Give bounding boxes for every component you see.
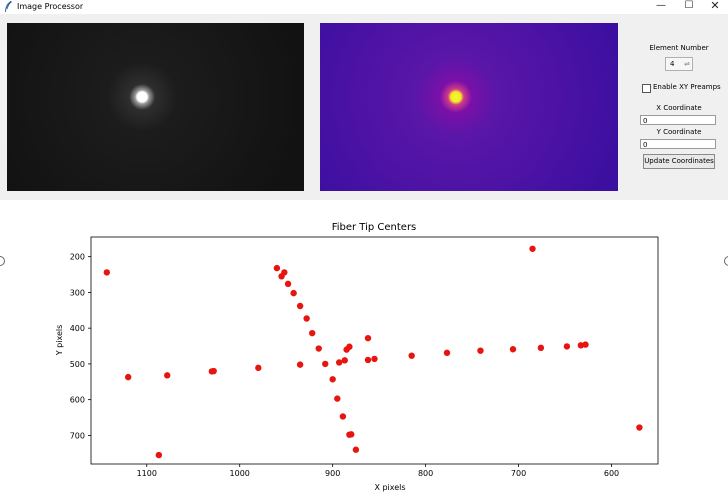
maximize-button[interactable]: ☐ [684, 0, 694, 11]
data-point [155, 451, 163, 459]
enable-xy-preamps-label: Enable XY Preamps [653, 83, 721, 91]
data-point [348, 431, 355, 438]
colormap-image [320, 23, 618, 191]
x-tick-label: 700 [511, 469, 526, 478]
data-point [124, 373, 132, 381]
data-point [529, 245, 536, 252]
scatter-plot: Fiber Tip Centers 1100 1000 900 800 700 600 2… [55, 222, 659, 492]
plot-frame [90, 236, 659, 465]
data-point [255, 364, 262, 372]
element-number-spinbox[interactable]: 4 ⇌ [665, 57, 693, 71]
spin-arrows-icon[interactable]: ⇌ [684, 60, 690, 68]
title-bar: Image Processor — ☐ ✕ [0, 0, 728, 14]
data-points [103, 245, 643, 459]
data-point [164, 372, 171, 379]
data-point [290, 289, 297, 297]
right-resize-handle[interactable] [724, 256, 728, 266]
x-tick-label: 800 [418, 469, 433, 478]
y-coordinate-input[interactable]: 0 [640, 139, 716, 149]
x-tick-label: 900 [325, 469, 340, 478]
data-point [352, 446, 360, 453]
data-point [346, 343, 353, 350]
control-panel: Element Number 4 ⇌ Enable XY Preamps X C… [0, 14, 728, 200]
y-tick-label: 200 [70, 253, 85, 262]
data-point [315, 345, 322, 352]
data-point [339, 413, 347, 420]
raw-camera-image [7, 23, 304, 191]
minimize-button[interactable]: — [656, 0, 666, 11]
window-title: Image Processor [17, 2, 84, 11]
data-point [364, 356, 372, 364]
x-tick-label: 1000 [230, 469, 250, 478]
y-tick-label: 500 [70, 360, 85, 369]
data-point [309, 329, 316, 337]
data-point [273, 264, 281, 272]
y-coordinate-label: Y Coordinate [656, 128, 702, 136]
data-point [509, 346, 517, 353]
enable-xy-preamps-checkbox[interactable] [642, 84, 651, 93]
data-point [296, 302, 304, 310]
x-axis-ticks: 1100 1000 900 800 700 600 [137, 464, 619, 478]
y-tick-label: 300 [70, 288, 85, 297]
x-tick-label: 600 [604, 469, 619, 478]
x-axis-label: X pixels [374, 483, 405, 492]
close-button[interactable]: ✕ [710, 0, 720, 12]
data-point [341, 357, 348, 364]
data-point [408, 352, 415, 359]
x-coordinate-input[interactable]: 0 [640, 115, 716, 125]
data-point [563, 343, 571, 350]
x-tick-label: 1100 [137, 469, 157, 478]
data-point [443, 349, 451, 357]
y-tick-label: 600 [70, 396, 85, 405]
data-point [210, 367, 217, 375]
data-point [334, 395, 341, 402]
data-point [335, 359, 343, 366]
fiber-tip-chart: Fiber Tip Centers 1100 1000 900 800 700 600 2… [0, 200, 728, 499]
data-point [364, 334, 372, 342]
data-point [303, 315, 310, 322]
data-point [582, 341, 589, 348]
data-point [322, 360, 329, 368]
element-number-label: Element Number [649, 44, 709, 52]
data-point [284, 280, 292, 288]
y-axis-label: Y pixels [55, 325, 64, 357]
data-point [329, 376, 336, 383]
data-point [296, 361, 304, 368]
element-number-value: 4 [670, 60, 675, 68]
data-point [537, 344, 545, 352]
y-axis-ticks: 200 300 400 500 600 700 [70, 253, 91, 440]
y-tick-label: 400 [70, 324, 85, 333]
data-point [371, 355, 378, 363]
x-coordinate-label: X Coordinate [656, 104, 702, 112]
feather-icon [5, 1, 12, 12]
y-tick-label: 700 [70, 431, 85, 440]
data-point [103, 269, 111, 276]
data-point [281, 269, 288, 276]
data-point [477, 347, 484, 354]
update-coordinates-button[interactable]: Update Coordinates [643, 154, 715, 169]
chart-title: Fiber Tip Centers [332, 222, 417, 233]
data-point [636, 424, 643, 431]
